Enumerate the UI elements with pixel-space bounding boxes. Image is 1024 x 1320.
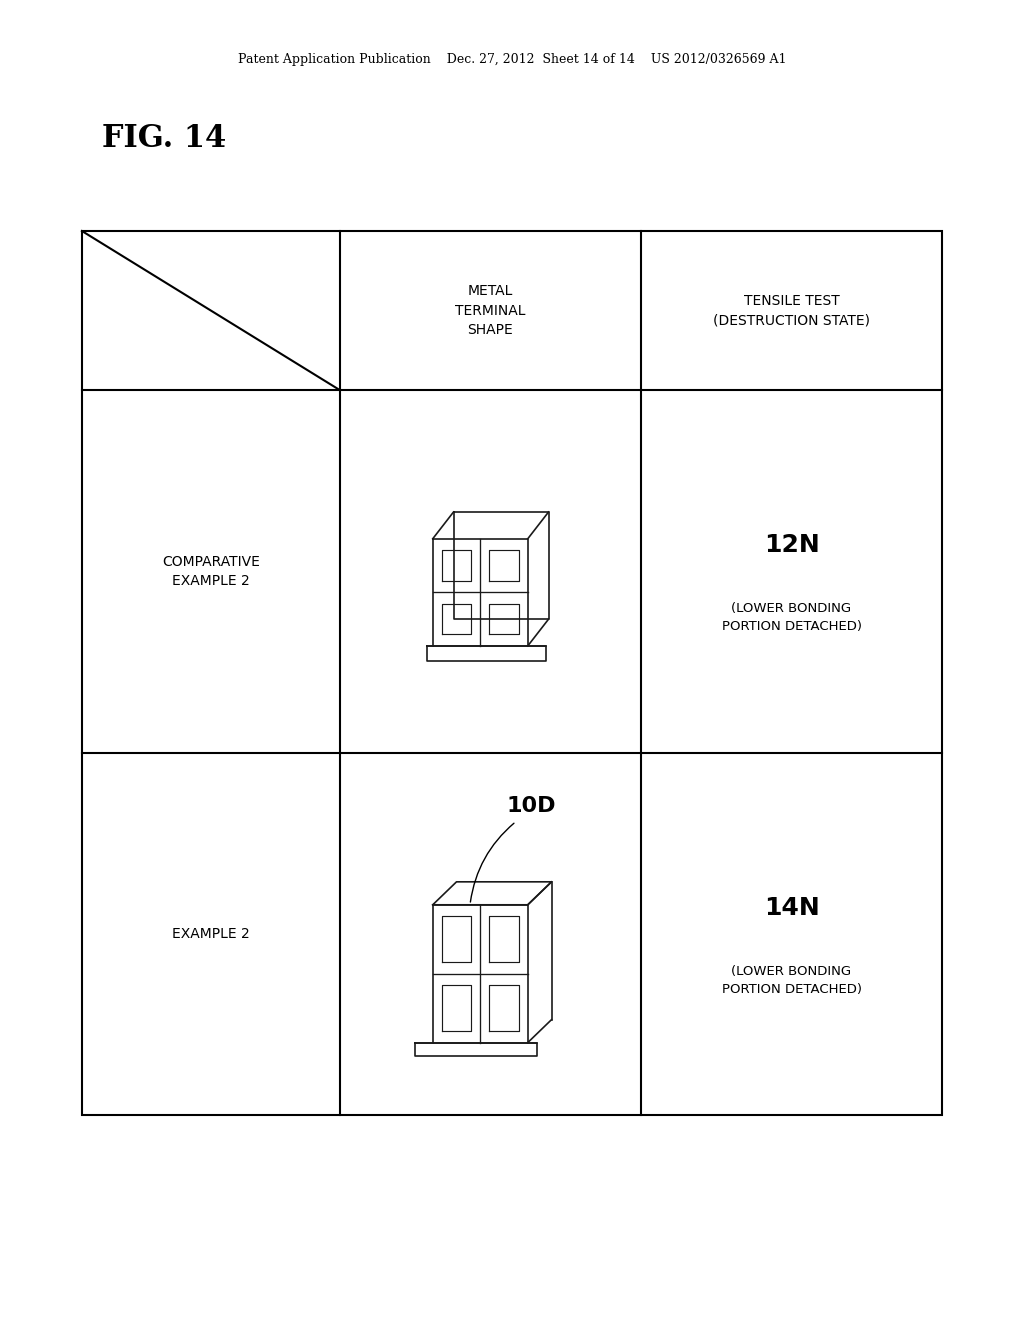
Text: EXAMPLE 2: EXAMPLE 2 (172, 927, 250, 941)
Text: 12N: 12N (764, 533, 819, 557)
Text: METAL
TERMINAL
SHAPE: METAL TERMINAL SHAPE (456, 284, 525, 337)
Text: 14N: 14N (764, 896, 819, 920)
Text: Patent Application Publication    Dec. 27, 2012  Sheet 14 of 14    US 2012/03265: Patent Application Publication Dec. 27, … (238, 53, 786, 66)
Text: FIG. 14: FIG. 14 (102, 123, 226, 154)
Text: 10D: 10D (507, 796, 556, 816)
Text: TENSILE TEST
(DESTRUCTION STATE): TENSILE TEST (DESTRUCTION STATE) (713, 294, 870, 327)
Text: (LOWER BONDING
PORTION DETACHED): (LOWER BONDING PORTION DETACHED) (722, 602, 861, 634)
Bar (82, 231, 942, 1115)
Text: COMPARATIVE
EXAMPLE 2: COMPARATIVE EXAMPLE 2 (162, 554, 260, 589)
Text: (LOWER BONDING
PORTION DETACHED): (LOWER BONDING PORTION DETACHED) (722, 965, 861, 995)
